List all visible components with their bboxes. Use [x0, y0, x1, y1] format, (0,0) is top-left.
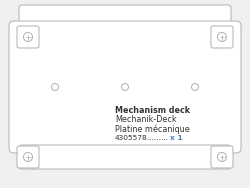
Text: x 1: x 1: [170, 134, 183, 140]
Circle shape: [218, 33, 226, 42]
Text: Platine mécanique: Platine mécanique: [115, 125, 190, 134]
FancyBboxPatch shape: [17, 26, 39, 48]
Text: Mechanism deck: Mechanism deck: [115, 106, 190, 115]
FancyBboxPatch shape: [19, 5, 231, 29]
Text: 4305578.........: 4305578.........: [115, 134, 169, 140]
Circle shape: [218, 152, 226, 161]
Circle shape: [192, 83, 198, 90]
FancyBboxPatch shape: [17, 146, 39, 168]
Circle shape: [122, 83, 128, 90]
Circle shape: [24, 152, 32, 161]
FancyBboxPatch shape: [211, 146, 233, 168]
FancyBboxPatch shape: [19, 145, 231, 169]
FancyBboxPatch shape: [9, 21, 241, 153]
Circle shape: [24, 33, 32, 42]
Text: Mechanik-Deck: Mechanik-Deck: [115, 115, 176, 124]
FancyBboxPatch shape: [211, 26, 233, 48]
Circle shape: [52, 83, 59, 90]
